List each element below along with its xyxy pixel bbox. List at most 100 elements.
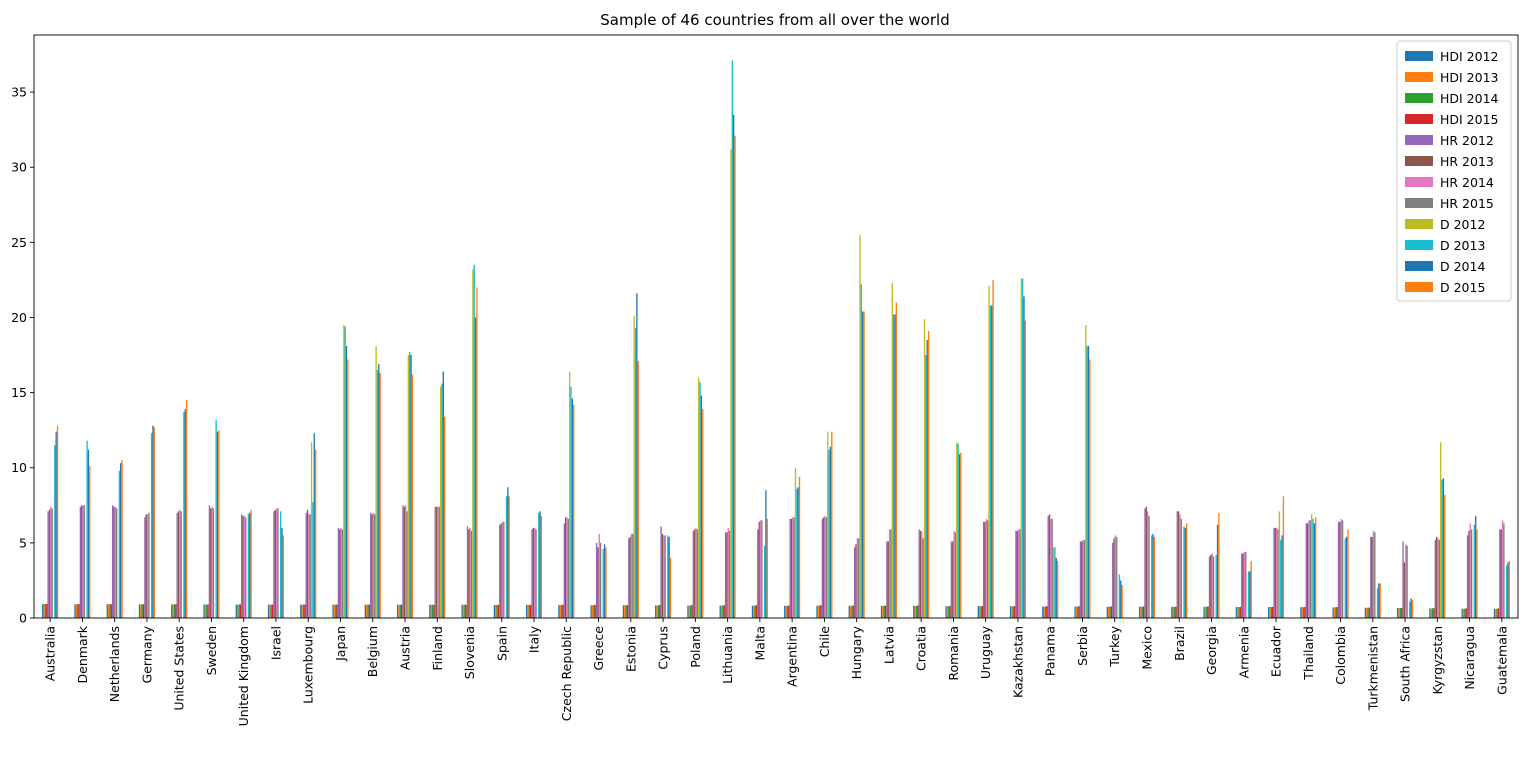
bar-1-27 [914,605,916,618]
legend-swatch-0 [1405,51,1433,61]
bar-1-44 [1462,608,1465,618]
x-tick-label-30: Kazakhstan [1010,626,1025,698]
bar-9-23 [796,488,798,618]
bar-7-31 [1051,518,1053,618]
bar-3-5 [207,604,209,618]
bar-10-29 [991,305,993,618]
bar-9-35 [1183,526,1185,618]
bar-5-15 [532,527,535,618]
bar-4-17 [595,542,598,618]
bar-10-13 [474,317,477,618]
y-tick-label-0: 0 [19,611,27,626]
bar-11-33 [1121,584,1123,618]
bar-3-25 [852,605,854,618]
bar-5-33 [1113,538,1115,618]
bar-4-4 [176,512,178,618]
bar-6-33 [1114,535,1117,618]
bar-5-5 [210,508,212,618]
bar-2-22 [754,605,756,618]
bar-6-8 [308,514,310,618]
bar-11-21 [734,135,736,619]
bar-5-8 [306,509,309,618]
bar-9-24 [828,449,830,618]
bar-11-35 [1185,523,1188,618]
bar-2-21 [722,605,724,618]
bar-2-4 [173,604,176,618]
bar-9-21 [731,60,733,619]
bar-1-9 [333,604,336,618]
bar-0-4 [171,604,173,618]
bar-3-40 [1336,607,1338,618]
bar-6-0 [50,506,52,618]
bar-10-24 [829,446,832,618]
bar-10-38 [1281,535,1283,618]
bar-6-45 [1501,520,1504,618]
bar-1-20 [688,605,690,618]
bar-7-8 [309,514,311,618]
bar-4-10 [370,512,372,618]
bar-4-20 [692,530,694,618]
bar-10-19 [668,536,670,618]
bar-3-11 [400,604,403,618]
bar-2-17 [593,605,595,618]
bar-5-25 [855,544,857,618]
bar-6-38 [1276,527,1278,618]
bar-0-16 [558,605,560,618]
x-tick-label-41: Turkmenistan [1365,626,1380,711]
bar-10-39 [1313,523,1316,618]
bar-5-19 [661,533,664,618]
bar-4-21 [724,532,727,618]
legend: HDI 2012 HDI 2013 HDI 2014 HDI 2015 HR 2012 H… [1396,40,1512,302]
bar-10-34 [1152,533,1154,618]
legend-swatch-10 [1405,261,1433,271]
bar-2-30 [1012,606,1014,618]
bar-0-10 [364,604,367,618]
bar-8-30 [1020,278,1022,618]
bar-11-27 [927,331,930,618]
x-tick-label-37: Armenia [1236,626,1251,678]
bar-0-41 [1364,607,1367,618]
bar-0-6 [235,604,237,618]
bar-0-15 [525,604,528,618]
bar-11-9 [347,359,349,618]
bar-8-26 [891,282,893,618]
bar-5-6 [242,515,244,618]
legend-swatch-5 [1405,156,1433,166]
bar-1-2 [107,604,110,618]
bar-10-2 [120,463,122,618]
legend-frame [1396,40,1512,302]
bar-11-8 [314,449,317,618]
bar-10-16 [571,398,574,618]
bar-5-36 [1210,554,1212,618]
bar-5-37 [1242,553,1244,618]
bar-11-42 [1411,599,1414,618]
bar-10-14 [507,487,509,618]
bar-10-26 [894,314,896,618]
bar-1-28 [946,606,949,618]
bar-3-28 [949,605,951,618]
x-tick-label-23: Argentina [785,626,800,687]
bar-0-7 [267,604,270,618]
bar-2-39 [1302,607,1305,618]
bar-4-19 [660,526,662,618]
bar-5-44 [1468,530,1470,618]
bar-3-8 [304,604,306,618]
bar-6-32 [1082,539,1084,618]
bar-9-10 [376,370,379,618]
bar-6-42 [1405,544,1407,618]
bar-7-33 [1116,536,1118,618]
x-tick-label-33: Turkey [1107,625,1122,667]
bar-10-10 [378,364,380,618]
bar-7-4 [180,511,182,618]
bar-2-26 [883,605,885,618]
bar-5-16 [564,517,567,618]
bar-0-17 [590,605,592,618]
bar-7-24 [825,517,828,618]
bar-3-21 [723,605,725,618]
bar-10-0 [55,431,57,618]
bar-0-28 [945,606,947,618]
bar-3-13 [465,604,467,618]
bar-10-8 [313,433,315,618]
bar-3-29 [981,605,983,618]
x-tick-label-2: Netherlands [107,626,122,702]
